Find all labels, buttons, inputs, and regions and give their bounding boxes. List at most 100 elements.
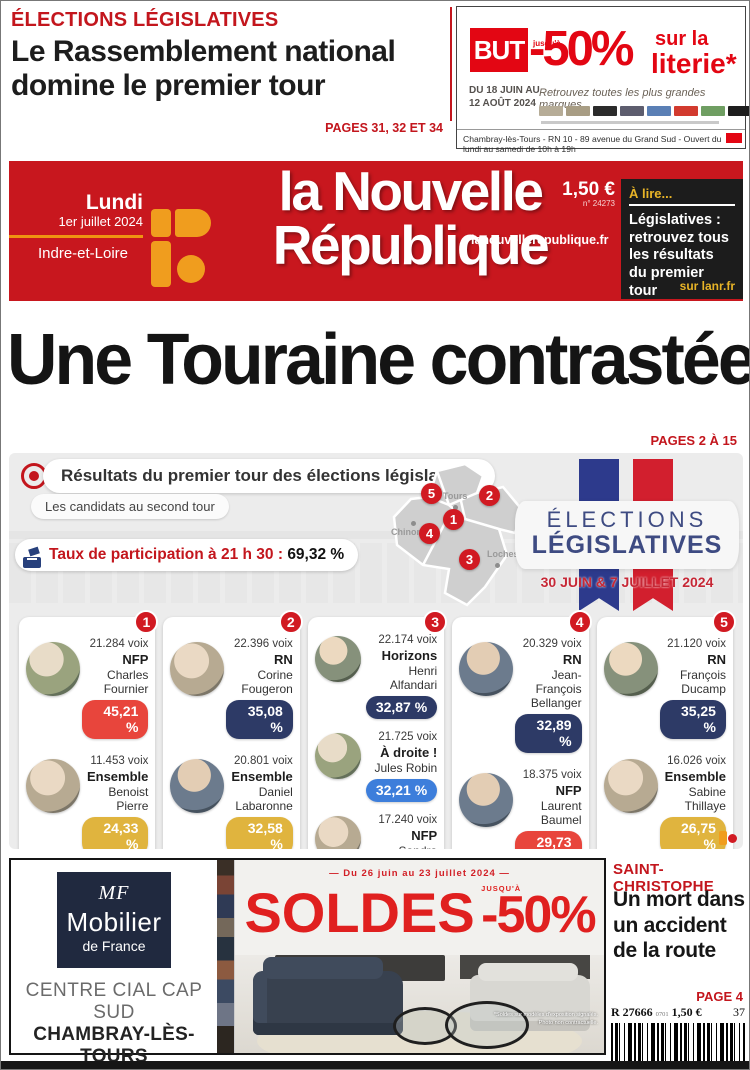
a-lire-text: Législatives : retrouvez tous les résult… [629, 212, 729, 299]
mobilier-brand-2: de France [82, 938, 146, 954]
candidate-party: Ensemble [86, 769, 149, 784]
map-dot-loches [495, 563, 500, 568]
candidate-name: Laurent Baumel [540, 799, 582, 827]
but-tagline-2: literie* [651, 48, 737, 79]
candidate-party: NFP [411, 828, 438, 843]
candidate-card: 22.396 voix RN Corine Fougeron 35,08 % [168, 627, 294, 744]
district-number-badge: 3 [423, 610, 448, 634]
bottom-edge-bar [1, 1061, 749, 1069]
candidate-party: NFP [122, 652, 149, 667]
district-column-1: 1 21.284 voix NFP Charles Fournier 45,21… [19, 610, 159, 849]
but-logo: BUT [470, 28, 528, 72]
candidate-card: 22.174 voix Horizons Henri Alfandari 32,… [313, 627, 439, 724]
infographic-title: Résultats du premier tour des élections … [43, 459, 495, 493]
but-address: Chambray-lès-Tours - RN 10 - 89 avenue d… [463, 134, 722, 154]
nr-mini-logo [719, 831, 737, 845]
district-number-badge: 5 [711, 610, 736, 634]
candidate-party: Ensemble [664, 769, 726, 784]
barcode-block: R 27666 0701 1,50 € 37 [611, 1005, 745, 1061]
candidate-percentage: 26,75 % [659, 817, 726, 849]
candidate-votes: 22.174 voix [378, 634, 438, 646]
flag-ribbon-blue-top [579, 459, 619, 505]
mobilier-logo: MF Mobilier de France [57, 872, 171, 968]
candidate-card: 11.453 voix Ensemble Benoist Pierre 24,3… [24, 744, 150, 849]
candidate-name: François Ducamp [679, 668, 726, 696]
candidate-card: 17.240 voix NFP Sandra Barbier 25,56 % [313, 807, 439, 849]
results-infographic: Résultats du premier tour des élections … [9, 453, 743, 849]
elections-line2: LÉGISLATIVES [531, 531, 723, 559]
candidate-votes: 21.120 voix [667, 638, 726, 650]
candidate-card: 21.284 voix NFP Charles Fournier 45,21 % [24, 627, 150, 744]
candidate-photo [314, 733, 361, 779]
candidate-photo [603, 759, 658, 813]
barcode-price: 1,50 € [671, 1005, 702, 1019]
district-number-badge: 1 [134, 610, 159, 634]
candidate-percentage: 29,73 % [515, 831, 582, 849]
candidate-party: RN [707, 652, 726, 667]
soldes-caption-1: *Soldes sur modèles d'exposition signalé… [493, 1011, 598, 1018]
brand-logo [647, 106, 671, 116]
candidate-photo [603, 642, 658, 696]
map-city-chinon: Chinon [391, 527, 422, 537]
side-article-title: Un mort dans un accident de la route [613, 888, 745, 963]
brand-logos-row [539, 106, 749, 116]
candidate-name: Henri Alfandari [389, 664, 438, 692]
main-headline: Une Touraine contrastée [7, 320, 750, 400]
candidate-photo [459, 773, 514, 827]
a-lire-footer: sur lanr.fr [679, 279, 735, 293]
newspaper-title: la Nouvelle République [205, 164, 615, 276]
elections-line1: ÉLECTIONS [546, 507, 708, 532]
side-article-kicker: SAINT-CHRISTOPHE [613, 861, 715, 895]
brand-logo [728, 106, 749, 116]
candidate-percentage: 32,58 % [226, 817, 293, 849]
elections-badge-band: ÉLECTIONS LÉGISLATIVES [515, 501, 739, 569]
candidate-party: RN [562, 652, 582, 667]
brand-logo [539, 106, 563, 116]
candidate-votes: 20.329 voix [522, 638, 582, 650]
issue-number: n° 24273 [582, 199, 615, 208]
district-number-badge: 2 [278, 610, 303, 634]
soldes-jusqua: JUSQU'À [481, 884, 522, 893]
candidate-percentage: 45,21 % [82, 700, 149, 739]
mobilier-line-1: CENTRE CIAL CAP SUD [25, 980, 203, 1023]
candidate-card: 18.375 voix NFP Laurent Baumel 29,73 % [457, 758, 583, 849]
map-city-loches: Loches [487, 549, 519, 559]
candidate-votes: 17.240 voix [378, 814, 438, 826]
participation-pill: Taux de participation à 21 h 30 : 69,32 … [15, 539, 359, 571]
vertical-divider [450, 7, 452, 121]
title-line-1: la Nouvelle [278, 160, 544, 222]
candidate-party: À droite ! [380, 745, 438, 760]
soldes-title: SOLDES [244, 881, 475, 944]
ballot-box-icon [23, 546, 43, 568]
map-district-3: 3 [459, 549, 480, 570]
candidate-photo [314, 816, 361, 849]
candidate-card: 21.725 voix À droite ! Jules Robin 32,21… [313, 724, 439, 807]
nr-logo [151, 209, 213, 289]
barcode-sub: 0701 [655, 1011, 669, 1018]
price: 1,50 € [562, 179, 615, 200]
elections-badge: ÉLECTIONS LÉGISLATIVES 30 JUIN & 7 JUILL… [515, 459, 739, 611]
map-dot-chinon [411, 521, 416, 526]
masthead-edition: Indre-et-Loire [37, 245, 129, 262]
but-date-line1: DU 18 JUIN AU [469, 85, 540, 96]
candidate-votes: 22.396 voix [233, 638, 293, 650]
candidate-photo [26, 642, 80, 696]
candidate-percentage: 24,33 % [82, 817, 149, 849]
barcode-ref: R 27666 [611, 1005, 653, 1019]
districts-map: Tours Chinon Loches 1 2 3 4 5 [387, 461, 545, 613]
candidate-percentage: 32,89 % [515, 714, 582, 753]
map-district-2: 2 [479, 485, 500, 506]
infographic-subtitle: Les candidats au second tour [31, 494, 229, 519]
candidate-votes: 21.725 voix [378, 731, 438, 743]
map-district-5: 5 [421, 483, 442, 504]
candidate-photo [170, 642, 225, 696]
soldes-advert: — Du 26 juin au 23 juillet 2024 — SOLDES… [235, 860, 604, 1053]
masthead-date: 1er juillet 2024 [58, 214, 143, 229]
candidate-card: 21.120 voix RN François Ducamp 35,25 % [602, 627, 728, 744]
candidate-party: RN [274, 652, 293, 667]
title-line-2: République [272, 213, 550, 276]
candidate-card: 20.329 voix RN Jean-François Bellanger 3… [457, 627, 583, 758]
candidate-photo [26, 759, 80, 813]
but-tagline-1: sur la [655, 28, 709, 50]
